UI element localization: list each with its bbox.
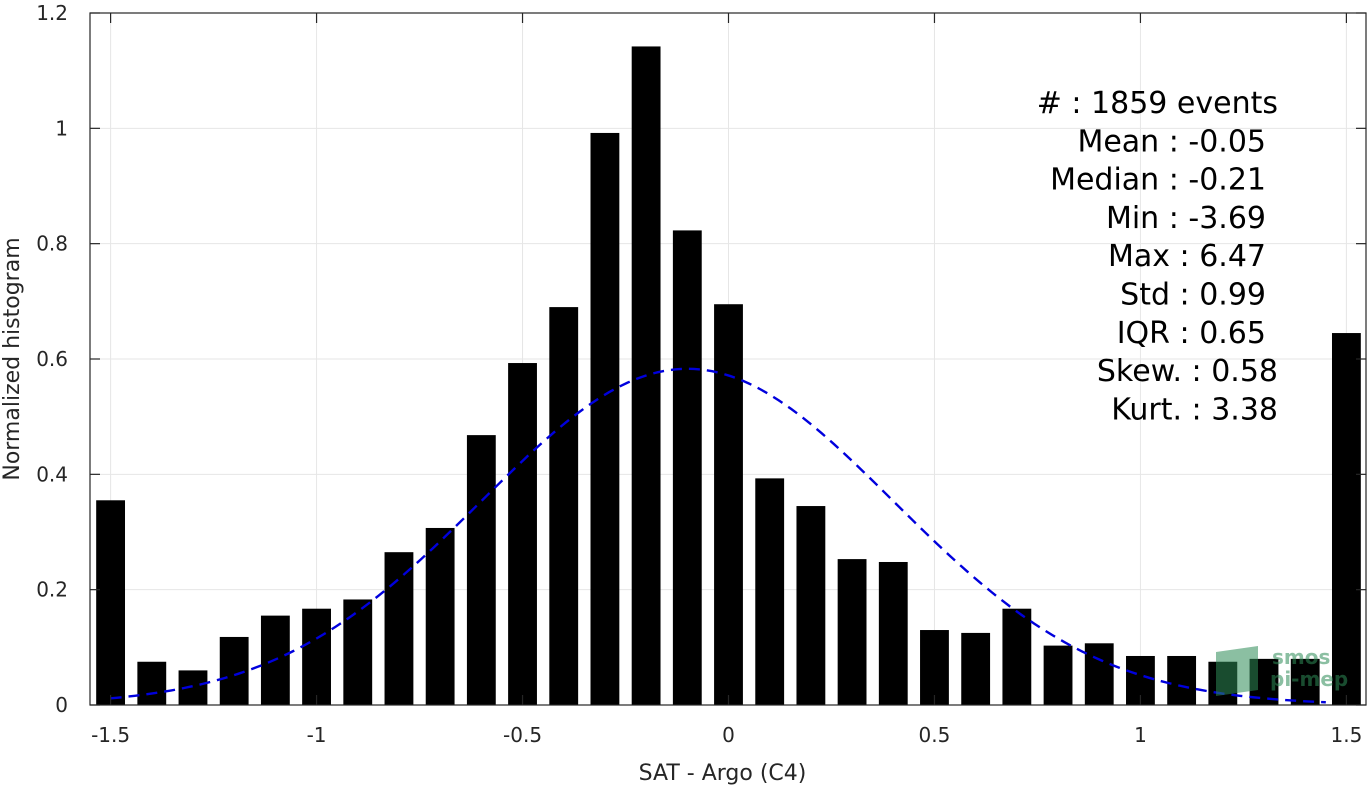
histogram-bar xyxy=(1043,645,1073,705)
x-tick-label: 0.5 xyxy=(919,723,951,747)
histogram-bar xyxy=(466,435,496,705)
x-tick-label: 1.5 xyxy=(1330,723,1362,747)
stat-line: Mean : -0.05 xyxy=(1077,124,1266,159)
histogram-bar xyxy=(590,132,620,706)
histogram-bar xyxy=(508,363,537,705)
histogram-bar xyxy=(714,304,743,705)
histogram-bar xyxy=(920,630,949,705)
histogram-bar xyxy=(96,500,126,705)
watermark-text-line2: pi-mep xyxy=(1270,667,1349,691)
histogram-bar xyxy=(837,559,867,705)
histogram-bar xyxy=(961,632,991,705)
stat-line: Std : 0.99 xyxy=(1120,278,1266,313)
watermark-cube-icon xyxy=(1216,646,1258,696)
histogram-bar xyxy=(1331,333,1361,705)
x-axis-label: SAT - Argo (C4) xyxy=(639,761,807,786)
x-tick-labels: -1.5 -1 -0.5 0 0.5 1 1.5 xyxy=(91,723,1362,747)
histogram-bars xyxy=(96,46,1361,706)
y-tick-label: 0 xyxy=(55,693,68,717)
histogram-bar xyxy=(755,478,785,705)
y-tick-labels: 0 0.2 0.4 0.6 0.8 1 1.2 xyxy=(36,1,68,717)
y-tick-label: 0.2 xyxy=(36,578,68,602)
histogram-bar xyxy=(672,230,702,706)
histogram-bar xyxy=(343,599,373,705)
x-tick-label: 1 xyxy=(1134,723,1147,747)
stat-line: IQR : 0.65 xyxy=(1117,316,1266,351)
watermark-logo: smos pi-mep xyxy=(1214,645,1354,697)
stat-line: Median : -0.21 xyxy=(1050,163,1266,198)
histogram-bar xyxy=(1290,658,1320,705)
y-tick-label: 1 xyxy=(55,116,68,140)
histogram-bar xyxy=(384,552,414,705)
histogram-bar xyxy=(796,506,826,705)
histogram-bar xyxy=(1167,655,1197,705)
x-tick-label: -1.5 xyxy=(91,723,130,747)
histogram-bar xyxy=(549,307,579,705)
histogram-bar xyxy=(137,661,167,705)
histogram-bar xyxy=(425,527,455,705)
x-tick-label: -1 xyxy=(307,723,327,747)
stat-line: # : 1859 events xyxy=(1037,86,1278,121)
stat-line: Skew. : 0.58 xyxy=(1097,354,1278,389)
y-tick-label: 0.4 xyxy=(36,462,68,486)
histogram-bar xyxy=(1002,608,1032,705)
y-tick-label: 0.6 xyxy=(36,347,68,371)
y-tick-label: 0.8 xyxy=(36,232,68,256)
axes-frame xyxy=(89,12,1367,706)
stat-line: Kurt. : 3.38 xyxy=(1111,392,1278,427)
x-tick-label: -0.5 xyxy=(503,723,542,747)
x-tick-label: 0 xyxy=(722,723,735,747)
histogram-bar xyxy=(1084,643,1114,705)
y-axis-label: Normalized histogram xyxy=(0,237,25,480)
histogram-bar xyxy=(302,608,331,705)
watermark-text-line1: smos xyxy=(1272,645,1331,669)
stat-line: Max : 6.47 xyxy=(1108,239,1266,274)
stat-line: Min : -3.69 xyxy=(1106,201,1266,236)
y-tick-label: 1.2 xyxy=(36,1,68,25)
histogram-bar xyxy=(878,561,908,705)
